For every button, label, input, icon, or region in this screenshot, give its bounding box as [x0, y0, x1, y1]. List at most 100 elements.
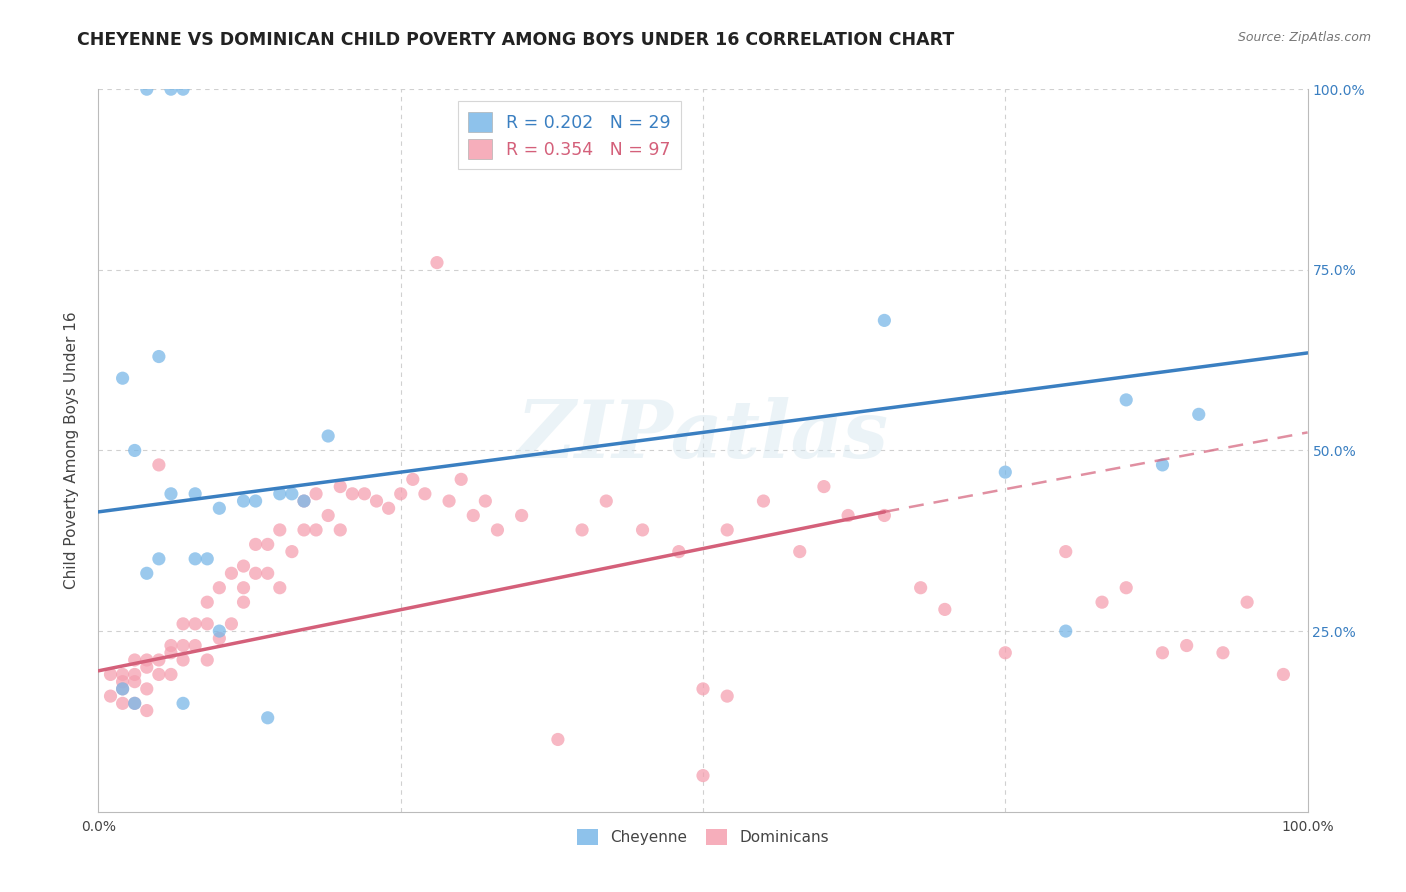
Point [208, 632, 231, 646]
Point [269, 581, 291, 595]
Point [292, 494, 315, 508]
Point [221, 616, 243, 631]
Point [160, 487, 183, 501]
Point [281, 487, 304, 501]
Point [100, 667, 122, 681]
Point [184, 639, 207, 653]
Text: ZIPatlas: ZIPatlas [517, 397, 889, 475]
Point [292, 523, 315, 537]
Point [269, 487, 291, 501]
Point [873, 313, 896, 327]
Point [716, 689, 738, 703]
Point [195, 595, 218, 609]
Point [256, 566, 278, 581]
Point [160, 646, 183, 660]
Point [402, 472, 425, 486]
Point [873, 508, 896, 523]
Point [377, 501, 399, 516]
Point [148, 653, 170, 667]
Point [463, 508, 485, 523]
Point [631, 523, 654, 537]
Point [437, 494, 460, 508]
Point [124, 696, 146, 710]
Point [256, 537, 278, 551]
Point [221, 566, 243, 581]
Point [160, 82, 183, 96]
Point [124, 674, 146, 689]
Point [994, 465, 1017, 479]
Point [292, 494, 315, 508]
Point [245, 494, 267, 508]
Point [232, 581, 254, 595]
Point [474, 494, 496, 508]
Point [148, 667, 170, 681]
Point [1152, 458, 1174, 472]
Point [329, 480, 352, 494]
Legend: Cheyenne, Dominicans: Cheyenne, Dominicans [571, 822, 835, 851]
Point [426, 255, 449, 269]
Point [305, 523, 328, 537]
Point [232, 494, 254, 508]
Point [1054, 624, 1077, 639]
Point [111, 681, 134, 696]
Point [281, 544, 304, 558]
Point [305, 487, 328, 501]
Point [595, 494, 617, 508]
Point [1152, 646, 1174, 660]
Point [124, 443, 146, 458]
Point [1115, 392, 1137, 407]
Point [160, 667, 183, 681]
Point [1188, 407, 1211, 421]
Point [135, 681, 157, 696]
Point [148, 551, 170, 566]
Point [172, 653, 194, 667]
Point [342, 487, 364, 501]
Point [135, 82, 157, 96]
Point [1175, 639, 1198, 653]
Point [389, 487, 412, 501]
Point [692, 769, 714, 783]
Point [245, 537, 267, 551]
Point [789, 544, 811, 558]
Point [135, 660, 157, 674]
Point [172, 616, 194, 631]
Point [1115, 581, 1137, 595]
Point [1212, 646, 1234, 660]
Point [111, 696, 134, 710]
Point [716, 523, 738, 537]
Point [232, 595, 254, 609]
Point [245, 566, 267, 581]
Point [450, 472, 472, 486]
Point [184, 616, 207, 631]
Point [208, 624, 231, 639]
Point [256, 711, 278, 725]
Point [124, 696, 146, 710]
Point [813, 480, 835, 494]
Point [316, 429, 339, 443]
Point [124, 667, 146, 681]
Text: Source: ZipAtlas.com: Source: ZipAtlas.com [1237, 31, 1371, 45]
Point [837, 508, 859, 523]
Point [111, 674, 134, 689]
Point [195, 653, 218, 667]
Point [571, 523, 593, 537]
Point [100, 689, 122, 703]
Point [934, 602, 956, 616]
Point [135, 653, 157, 667]
Point [1091, 595, 1114, 609]
Point [1272, 667, 1295, 681]
Point [668, 544, 690, 558]
Point [486, 523, 509, 537]
Text: CHEYENNE VS DOMINICAN CHILD POVERTY AMONG BOYS UNDER 16 CORRELATION CHART: CHEYENNE VS DOMINICAN CHILD POVERTY AMON… [77, 31, 955, 49]
Y-axis label: Child Poverty Among Boys Under 16: Child Poverty Among Boys Under 16 [65, 311, 79, 590]
Point [692, 681, 714, 696]
Point [329, 523, 352, 537]
Point [195, 551, 218, 566]
Point [1054, 544, 1077, 558]
Point [172, 639, 194, 653]
Point [111, 371, 134, 385]
Point [124, 653, 146, 667]
Point [366, 494, 388, 508]
Point [269, 523, 291, 537]
Point [172, 696, 194, 710]
